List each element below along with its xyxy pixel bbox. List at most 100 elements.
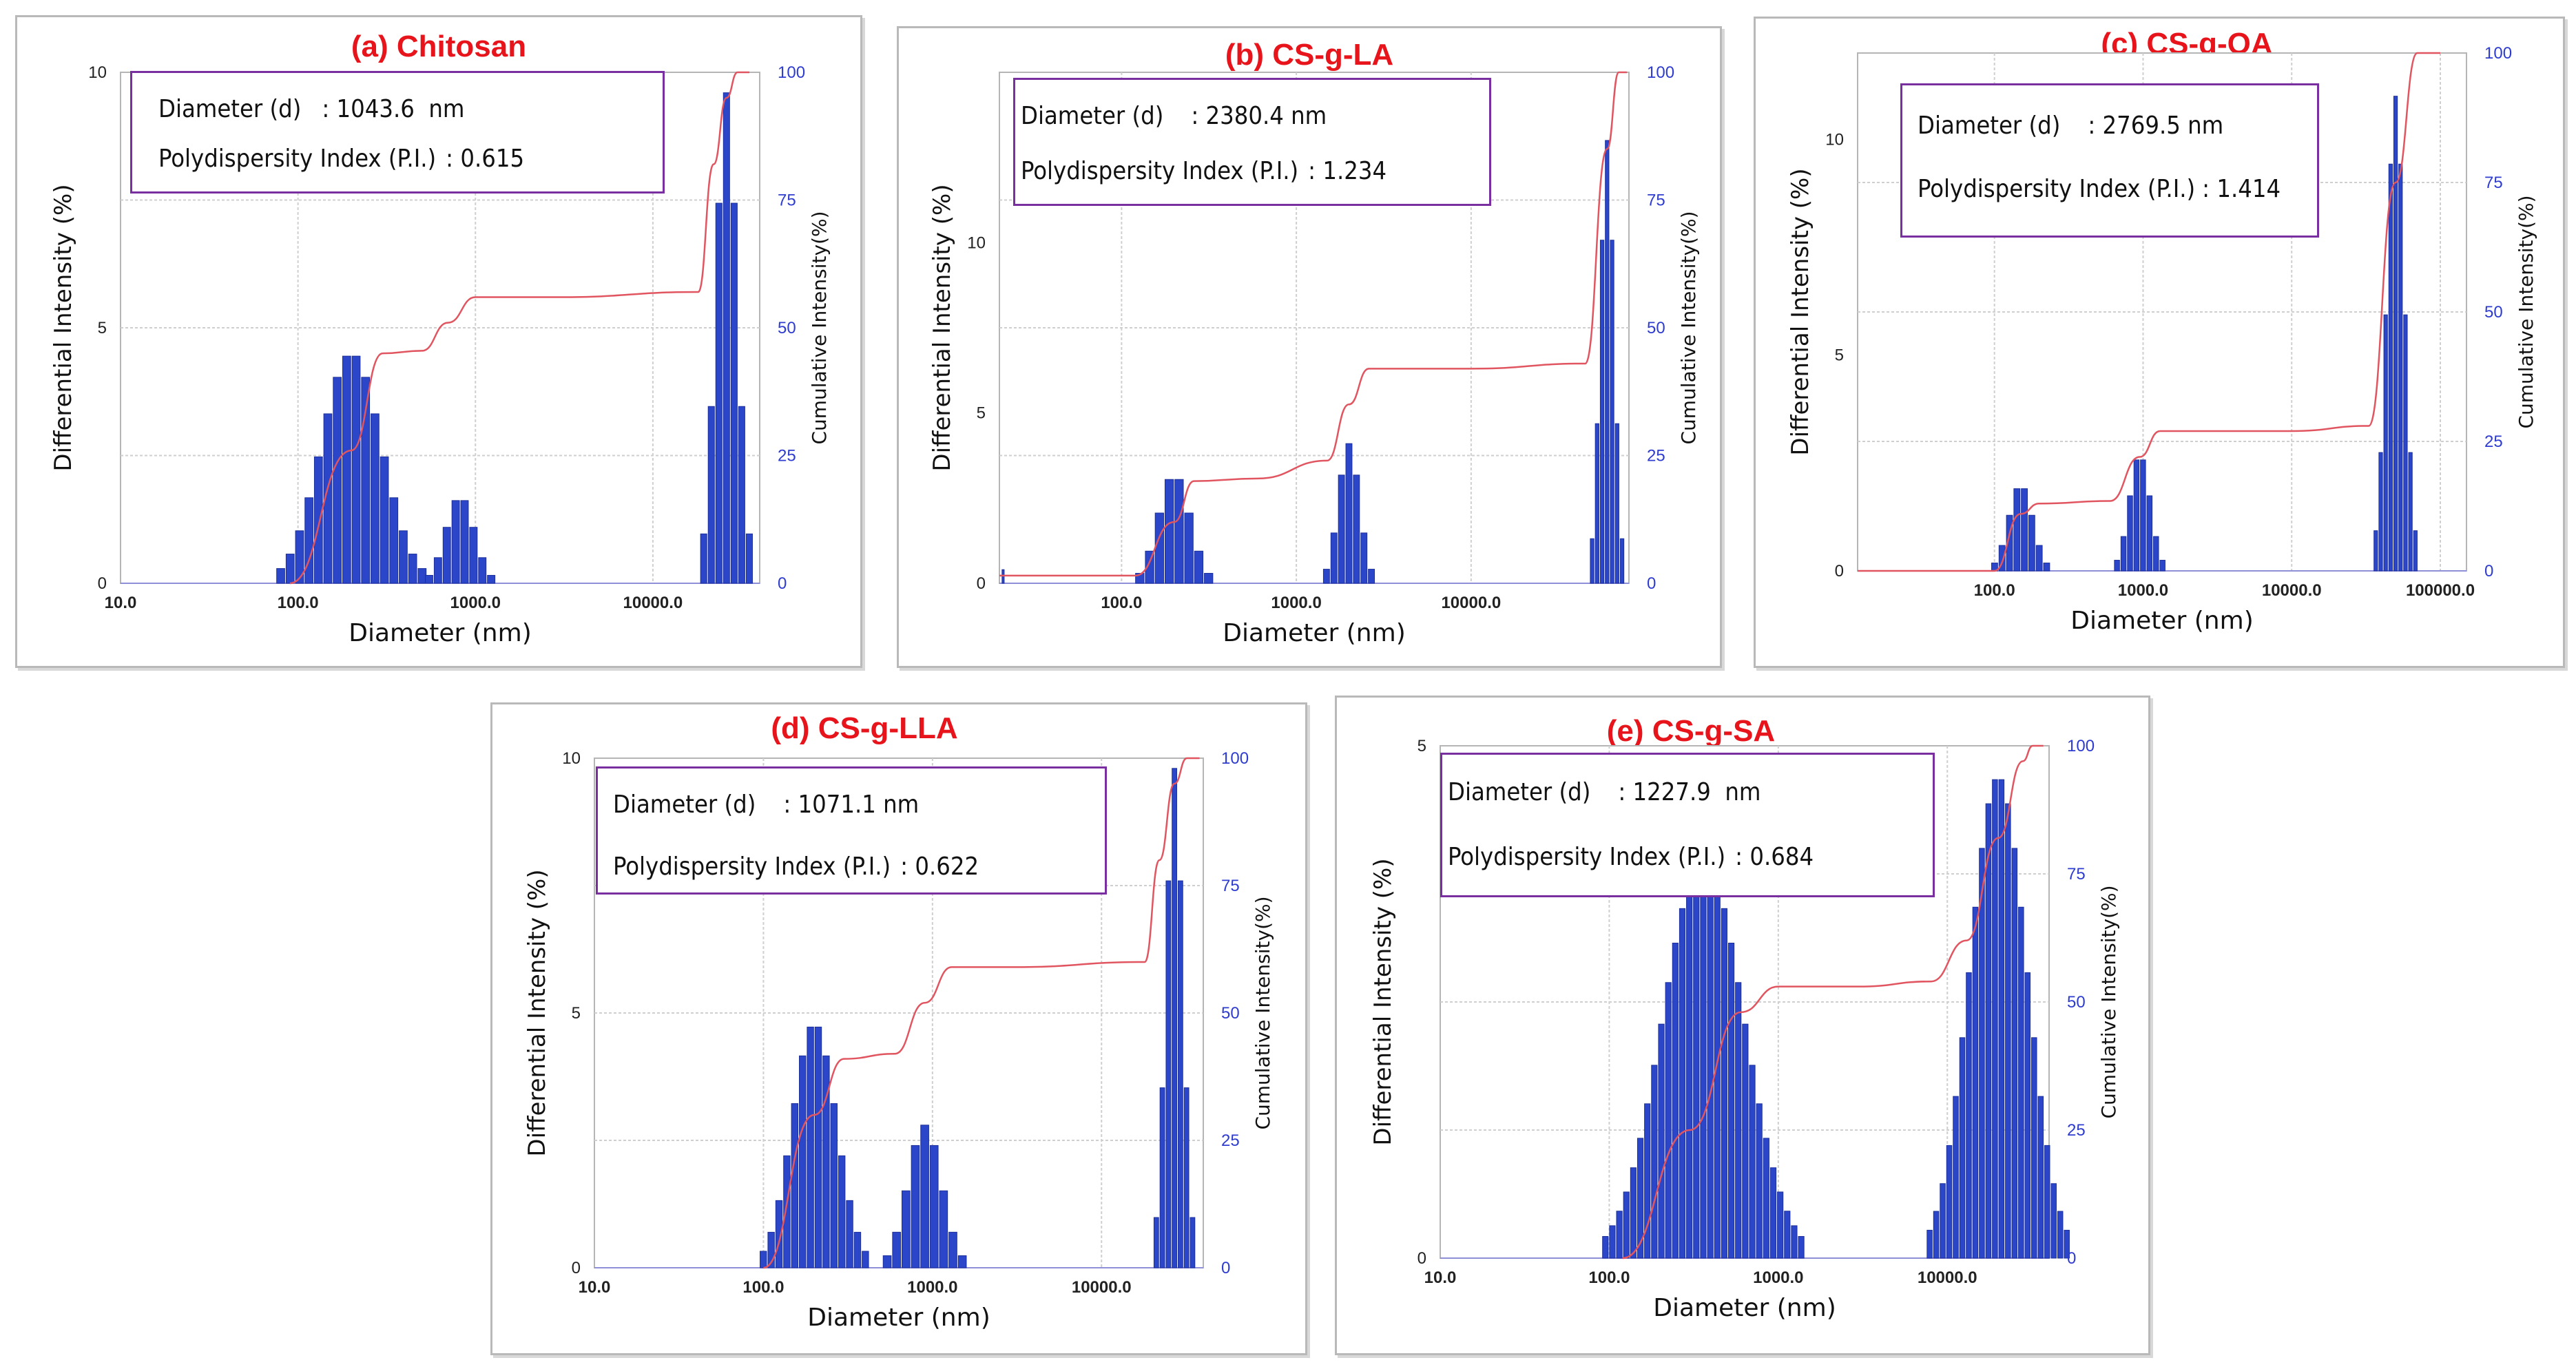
bar — [1721, 908, 1727, 1259]
bar — [451, 500, 460, 584]
bar — [1637, 1138, 1644, 1259]
bar — [723, 92, 730, 584]
bar — [882, 1255, 892, 1268]
bar — [380, 456, 389, 584]
diameter-label: Diameter (d) — [158, 95, 302, 123]
y2-axis-title: Cumulative Intensity(%) — [808, 211, 831, 444]
x-axis-title: Diameter (nm) — [2070, 607, 2253, 635]
bar — [425, 574, 433, 584]
y-axis-title: Differential Intensity (%) — [1369, 858, 1397, 1145]
x-axis-title: Diameter (nm) — [1223, 619, 1405, 647]
chart-title: (d) CS-g-LLA — [771, 711, 958, 745]
y2-tick-label: 50 — [1647, 319, 1665, 337]
bar — [389, 497, 399, 584]
bar — [487, 574, 496, 584]
bar — [1614, 423, 1619, 584]
pdi-label: Polydispersity Index (P.I.) — [1021, 157, 1299, 185]
bar — [2028, 514, 2035, 572]
info-box: Diameter (d): 2769.5 nm Polydispersity I… — [1900, 83, 2319, 238]
bar — [2044, 1145, 2050, 1259]
x-axis-title: Diameter (nm) — [1653, 1294, 1836, 1322]
pdi-row: Polydispersity Index (P.I.): 0.622 — [613, 853, 979, 881]
bar — [957, 1255, 967, 1268]
y-axis-title: Differential Intensity (%) — [1787, 168, 1814, 455]
bar — [1777, 1191, 1784, 1259]
bar — [1590, 538, 1595, 584]
bar — [892, 1231, 902, 1268]
y-tick-label: 0 — [1835, 562, 1844, 581]
bar — [2127, 495, 2133, 572]
x-tick-label: 10000.0 — [1918, 1268, 1977, 1287]
bar — [1693, 864, 1700, 1259]
bar — [838, 1155, 846, 1268]
bar — [2133, 459, 2140, 572]
y2-tick-label: 0 — [2484, 562, 2493, 581]
cumulative-curve — [1622, 744, 2044, 1260]
bar — [1602, 1235, 1609, 1259]
bar — [417, 568, 427, 584]
bar — [1165, 880, 1172, 1268]
pdi-row: Polydispersity Index (P.I.): 1.414 — [1918, 175, 2281, 203]
bar — [830, 1103, 838, 1268]
pdi-value: : 0.615 — [446, 145, 525, 173]
cumulative-curve — [289, 71, 750, 585]
bar — [1972, 906, 1979, 1259]
cumulative-curve — [763, 757, 1200, 1269]
pdi-value: : 0.684 — [1735, 843, 1814, 871]
y2-tick-label: 25 — [1647, 447, 1665, 466]
bar — [478, 557, 487, 584]
bar — [1979, 848, 1985, 1259]
y2-tick-label: 50 — [1221, 1004, 1240, 1023]
bar — [707, 406, 715, 584]
bar — [2159, 560, 2165, 572]
bar — [700, 533, 707, 584]
bar — [2378, 452, 2383, 572]
bar — [1610, 240, 1614, 584]
y-tick-label: 5 — [1417, 737, 1426, 755]
y-tick-label: 5 — [572, 1004, 581, 1023]
bar — [1998, 779, 2005, 1259]
bar — [853, 1231, 862, 1268]
x-tick-label: 100.0 — [1974, 581, 2015, 600]
bar — [1798, 1235, 1805, 1259]
bar — [1926, 1229, 1933, 1259]
diameter-row: Diameter (d): 1043.6 nm — [158, 95, 464, 123]
bar — [1345, 443, 1353, 584]
bar — [1672, 943, 1679, 1259]
bar — [1159, 1087, 1165, 1268]
x-tick-label: 10000.0 — [623, 594, 683, 612]
cumulative-curve — [1858, 52, 2441, 572]
x-tick-label: 100.0 — [278, 594, 319, 612]
x-tick-label: 100.0 — [1101, 594, 1142, 612]
bar — [1599, 240, 1605, 584]
y-tick-label: 10 — [1825, 130, 1844, 149]
x-tick-label: 10.0 — [579, 1278, 611, 1297]
y-tick-label: 5 — [1835, 346, 1844, 365]
y2-tick-label: 100 — [2067, 737, 2095, 755]
y-tick-label: 5 — [98, 319, 107, 337]
x-tick-label: 100.0 — [1588, 1268, 1630, 1287]
bar — [738, 406, 745, 584]
bar — [2011, 848, 2018, 1259]
x-tick-label: 1000.0 — [450, 594, 501, 612]
y-tick-label: 0 — [572, 1259, 581, 1277]
bar — [1605, 140, 1610, 584]
bar — [920, 1125, 929, 1268]
bar — [2388, 163, 2393, 572]
info-box: Diameter (d): 1043.6 nm Polydispersity I… — [130, 71, 665, 194]
info-box: Diameter (d): 1071.1 nm Polydispersity I… — [596, 766, 1107, 895]
y2-tick-label: 75 — [778, 191, 796, 210]
bar — [313, 456, 323, 584]
bar — [2064, 1229, 2070, 1259]
chart-panel-a: (a) Chitosan 0 5 10 0 25 50 75 100 10.0 100.0 1000… — [15, 15, 862, 668]
y2-axis-title: Cumulative Intensity(%) — [2515, 195, 2537, 428]
y-axis-title: Differential Intensity (%) — [523, 869, 551, 1156]
bar — [1651, 1065, 1658, 1259]
bar — [408, 554, 417, 584]
bar — [1623, 1191, 1630, 1259]
bar — [2035, 545, 2043, 572]
bar — [1177, 880, 1183, 1268]
bar — [1985, 803, 1992, 1259]
bar — [2153, 536, 2159, 572]
bar — [1595, 423, 1599, 584]
